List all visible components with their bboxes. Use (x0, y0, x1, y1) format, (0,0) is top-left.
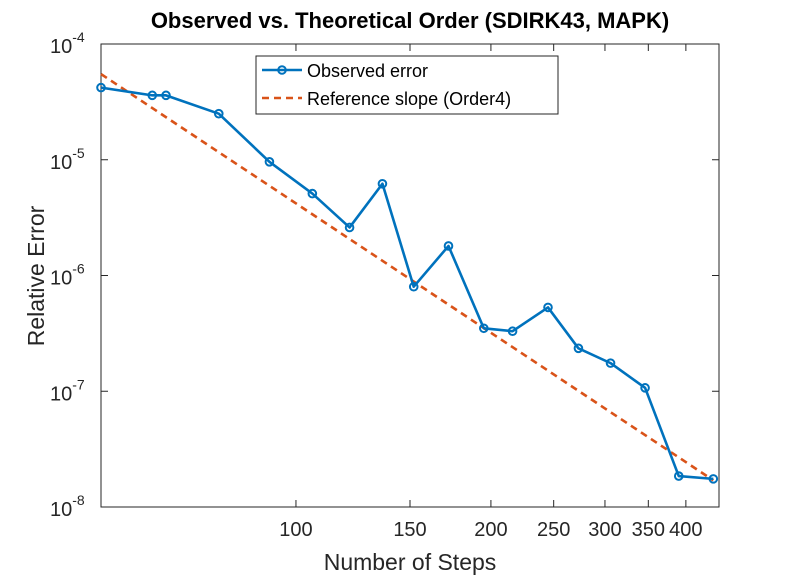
y-tick-label: 10-6 (50, 261, 85, 290)
x-tick-labels: 100 150 200 250 300 350 400 (279, 519, 702, 541)
x-tick-label: 100 (279, 519, 312, 541)
observed-error-point (147, 90, 158, 101)
x-tick-label: 200 (474, 519, 507, 541)
observed-series (96, 82, 719, 484)
x-tick-label: 300 (588, 519, 621, 541)
y-axis-label: Relative Error (23, 205, 49, 346)
x-tick-label: 350 (632, 519, 665, 541)
observed-error-point (673, 471, 684, 481)
observed-error-point (96, 82, 106, 93)
observed-error-point (708, 474, 719, 484)
reference-series (100, 72, 715, 482)
observed-error-point (264, 157, 275, 167)
x-tick-label: 400 (669, 519, 702, 541)
legend-observed-marker (277, 65, 287, 75)
observed-error-point (443, 241, 454, 251)
chart-title: Observed vs. Theoretical Order (SDIRK43,… (151, 8, 669, 33)
observed-error-line (100, 86, 714, 481)
x-axis-label: Number of Steps (324, 549, 497, 575)
y-tick-label: 10-7 (50, 376, 85, 405)
observed-error-point (543, 302, 553, 313)
observed-error-point (408, 281, 419, 292)
legend: Observed error Reference slope (Order4) (255, 55, 559, 115)
observed-error-point (161, 90, 171, 101)
legend-reference-label: Reference slope (Order4) (307, 89, 511, 109)
y-tick-labels: 10-8 10-7 10-6 10-5 10-4 (50, 29, 85, 521)
legend-observed-label: Observed error (307, 61, 428, 81)
axis-ticks (101, 43, 719, 508)
reference-slope-line (100, 72, 715, 482)
y-tick-label: 10-4 (50, 29, 85, 58)
y-tick-label: 10-5 (50, 145, 85, 174)
x-tick-label: 250 (537, 519, 570, 541)
x-tick-label: 150 (393, 519, 426, 541)
observed-error-point (213, 108, 224, 119)
observed-error-point (605, 358, 616, 368)
observed-error-point (344, 222, 355, 233)
observed-error-point (377, 178, 388, 189)
observed-error-point (507, 326, 518, 337)
observed-error-point (478, 323, 489, 334)
observed-error-point (640, 383, 650, 393)
observed-error-point (307, 188, 318, 199)
observed-error-point (573, 343, 584, 354)
legend-box (255, 55, 559, 115)
y-tick-label: 10-8 (50, 492, 85, 521)
